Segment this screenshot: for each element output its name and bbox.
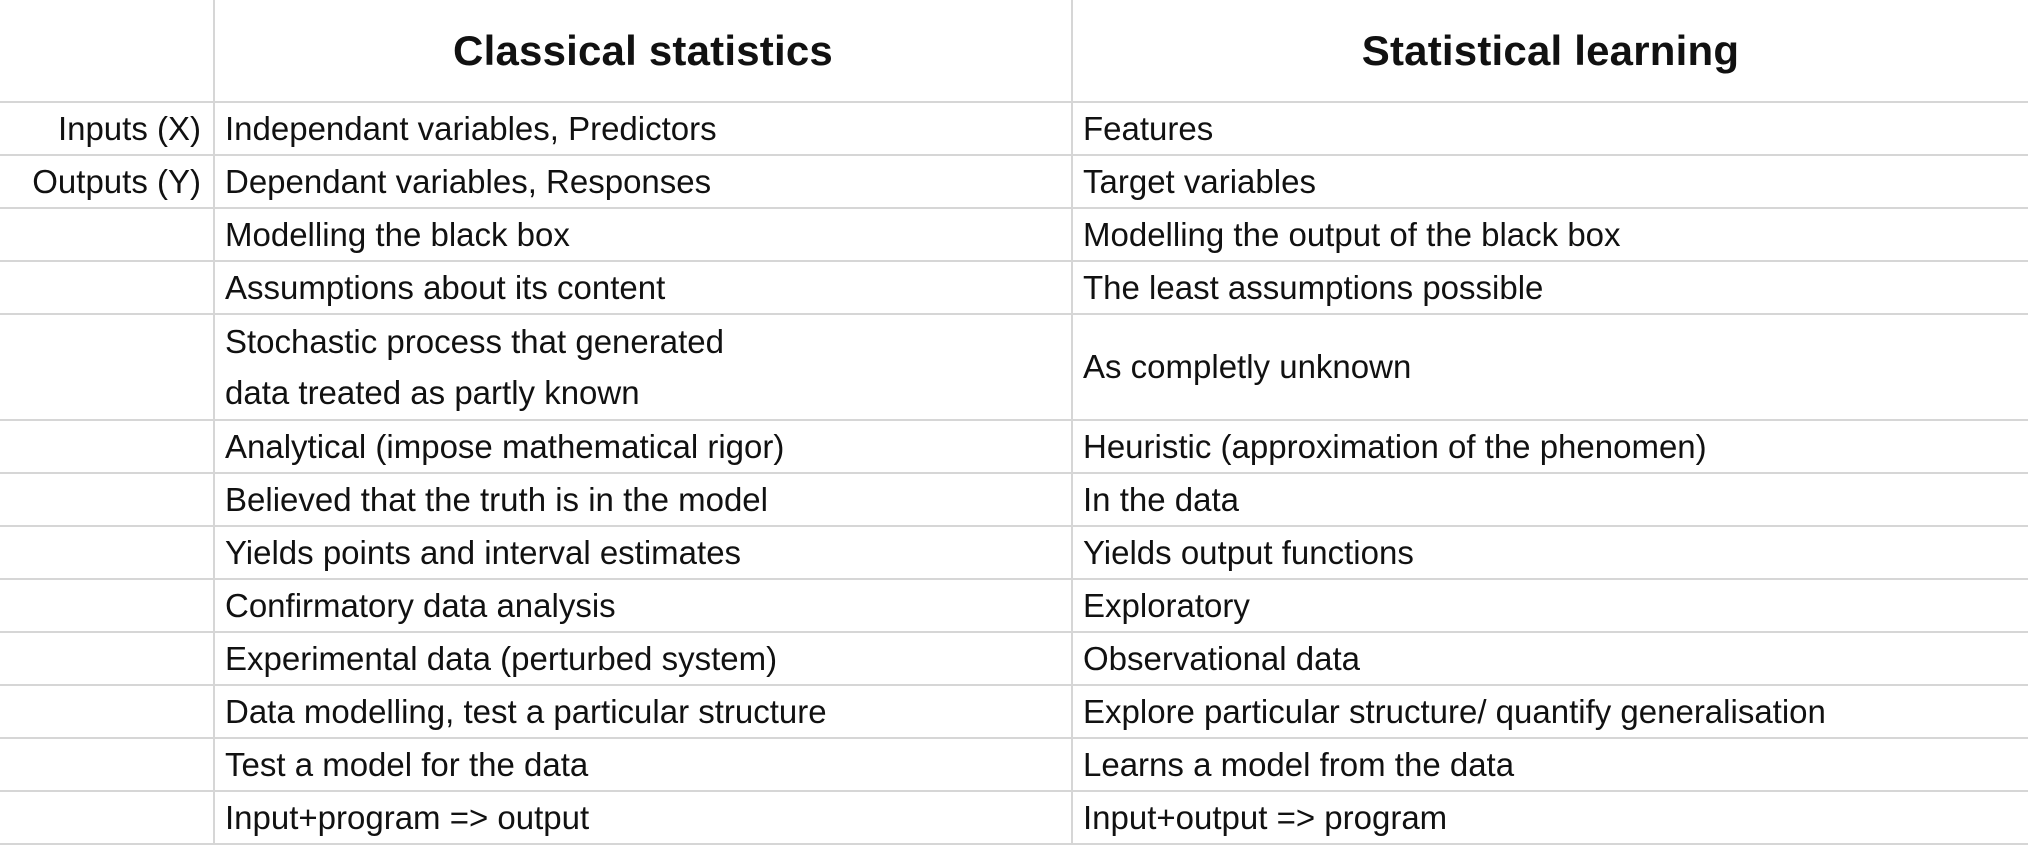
classical-cell: Test a model for the data [213,738,1072,792]
table-row: Analytical (impose mathematical rigor) He… [0,420,2028,474]
table-row: Believed that the truth is in the model I… [0,473,2028,527]
classical-cell-text: Input+program => output [225,799,590,836]
learning-cell: Explore particular structure/ quantify g… [1071,685,2028,739]
classical-cell-text: Believed that the truth is in the model [225,481,768,518]
learning-cell: Target variables [1071,155,2028,209]
table-row: Inputs (X) Independant variables, Predict… [0,102,2028,156]
classical-cell-text: Data modelling, test a particular struct… [225,693,827,730]
table-row: Yields points and interval estimates Yiel… [0,526,2028,580]
table-row: Stochastic process that generated data tr… [0,314,2028,421]
row-label-cell: Outputs (Y) [0,155,214,209]
learning-cell: Heuristic (approximation of the phenomen… [1071,420,2028,474]
row-label-cell [0,473,214,527]
learning-cell: In the data [1071,473,2028,527]
header-statistical-learning: Statistical learning [1071,0,2028,103]
classical-cell-text: Dependant variables, Responses [225,163,712,200]
learning-cell: The least assumptions possible [1071,261,2028,315]
classical-cell: Independant variables, Predictors [213,102,1072,156]
learning-cell: Observational data [1071,632,2028,686]
classical-cell-text: Analytical (impose mathematical rigor) [225,428,785,465]
row-label-cell [0,579,214,633]
header-classical-statistics: Classical statistics [213,0,1072,103]
learning-cell: Features [1071,102,2028,156]
classical-cell: Stochastic process that generated data tr… [213,314,1072,421]
classical-cell: Yields points and interval estimates [213,526,1072,580]
classical-cell: Confirmatory data analysis [213,579,1072,633]
learning-cell: As completly unknown [1071,314,2028,421]
classical-cell-text: Stochastic process that generated [225,323,724,360]
classical-cell-text: Experimental data (perturbed system) [225,640,778,677]
table-body: Inputs (X) Independant variables, Predict… [0,102,2028,845]
table-row: Confirmatory data analysis Exploratory [0,579,2028,633]
classical-cell: Analytical (impose mathematical rigor) [213,420,1072,474]
row-label-cell: Inputs (X) [0,102,214,156]
classical-cell-text: Yields points and interval estimates [225,534,742,571]
row-label-cell [0,526,214,580]
classical-cell: Believed that the truth is in the model [213,473,1072,527]
classical-cell-text: Modelling the black box [225,216,570,253]
row-label-cell [0,632,214,686]
row-label-cell [0,208,214,262]
table-row: Modelling the black box Modelling the out… [0,208,2028,262]
row-label-cell [0,738,214,792]
learning-cell: Yields output functions [1071,526,2028,580]
header-label-cell [0,0,214,103]
table-row: Test a model for the data Learns a model … [0,738,2028,792]
classical-cell: Modelling the black box [213,208,1072,262]
table-row: Input+program => output Input+output => p… [0,791,2028,845]
classical-cell: Assumptions about its content [213,261,1072,315]
classical-cell-text: Test a model for the data [225,746,589,783]
row-label-cell [0,685,214,739]
learning-cell: Modelling the output of the black box [1071,208,2028,262]
classical-cell-text: data treated as partly known [225,374,640,411]
classical-cell-text: Confirmatory data analysis [225,587,616,624]
table-row: Data modelling, test a particular struct… [0,685,2028,739]
table-row: Assumptions about its content The least a… [0,261,2028,315]
learning-cell: Learns a model from the data [1071,738,2028,792]
classical-cell-text: Independant variables, Predictors [225,110,717,147]
learning-cell: Exploratory [1071,579,2028,633]
classical-cell: Data modelling, test a particular struct… [213,685,1072,739]
classical-cell: Input+program => output [213,791,1072,845]
row-label-cell [0,261,214,315]
row-label-cell [0,420,214,474]
classical-cell-text: Assumptions about its content [225,269,666,306]
classical-cell: Experimental data (perturbed system) [213,632,1072,686]
table-row: Outputs (Y) Dependant variables, Response… [0,155,2028,209]
header-row: Classical statistics Statistical learnin… [0,0,2028,103]
table-row: Experimental data (perturbed system) Obse… [0,632,2028,686]
classical-cell: Dependant variables, Responses [213,155,1072,209]
row-label-cell [0,791,214,845]
row-label-cell [0,314,214,421]
learning-cell: Input+output => program [1071,791,2028,845]
